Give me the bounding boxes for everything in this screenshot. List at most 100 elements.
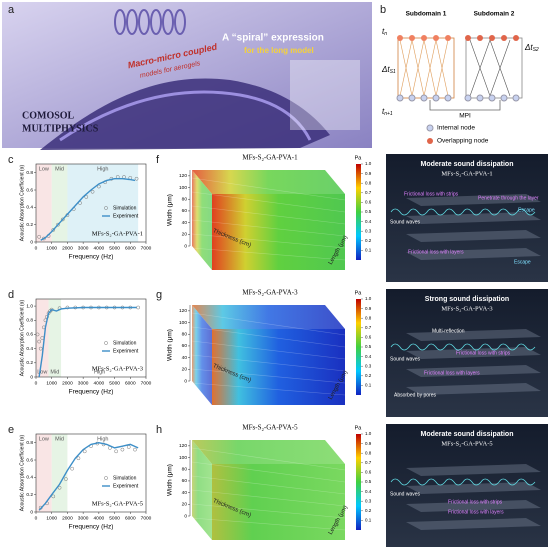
x-tick-label: 1000 [46,515,57,521]
colorbar-tick-label: 1.0 [365,296,372,301]
layer-line [191,326,346,348]
layer-line [191,517,346,531]
illustration-label: Frictional loss with layers [408,249,464,255]
x-tick-label: 1000 [46,245,57,251]
panel-label: e [8,424,14,436]
y-axis-label: Width (μm) [167,194,174,226]
data-point [84,195,89,199]
y-tick-label: 0.4 [26,346,33,352]
layer [406,329,541,341]
illustration-label: Sound waves [390,219,421,225]
symbol: Δt [524,43,533,52]
colorbar-tick-label: 0.9 [365,441,372,446]
subscript: n+1 [384,111,393,117]
band [48,299,62,377]
band-label: Mid [50,369,59,375]
node [408,94,416,102]
colorbar-tick-label: 0.3 [365,363,372,368]
colorbar-tick-label: 0.4 [365,219,372,224]
illustration-background [386,154,548,282]
y-tick-label: 120 [179,173,187,179]
y-tick-label: 80 [182,466,188,472]
plot-frame [35,163,147,243]
node [397,35,403,41]
node [409,35,415,41]
y-tick-label: 0 [30,509,33,515]
legend-label: Simulation [113,205,137,211]
y-tick-label: 0.2 [26,492,33,498]
colorbar-tick-label: 0.6 [365,200,372,205]
illustration-label: Frictional loss with layers [424,370,480,376]
illustration-title: MFs-S₂-GA-PVA-3 [441,305,492,312]
colorbar-tick-label: 0.5 [365,209,372,214]
subdomain-1-box [397,37,455,99]
colorbar-tick-label: 0.8 [365,180,372,185]
legend-label: Experiment [113,213,139,219]
y-tick-label: 0.2 [26,360,33,366]
colorbar-tick-label: 0.9 [365,306,372,311]
t-n: tn [382,27,387,37]
delta-t-s2: ΔtS2 [524,43,539,53]
colorbar-tick-label: 0.7 [365,190,372,195]
band-label: High [97,436,108,442]
panel-label: g [156,289,162,301]
node [432,94,440,102]
box-top [192,440,345,464]
node [420,94,428,102]
subscript: n [384,31,387,37]
layer-line [191,177,346,201]
x-tick-label: 5000 [109,515,120,521]
y-tick-label: 0.8 [26,170,33,176]
y-tick-label: 40 [182,355,188,361]
y-axis-label: Acoustic Absorption Coefficient (α) [19,434,25,511]
y-tick-label: 0.6 [26,187,33,193]
x-axis-label: Frequency (Hz) [69,524,114,531]
legend-swatch [426,124,434,132]
panel-label: b [380,4,386,16]
colorbar-unit: Pa [355,155,363,161]
x-tick-label: 3000 [78,515,89,521]
illustration-heading: Moderate sound dissipation [421,161,514,168]
data-line [38,441,139,511]
colorbar-unit: Pa [355,425,363,431]
colorbar-tick-label: 0.8 [365,315,372,320]
band-label: Low [39,436,49,442]
illustration-label: Multi-reflection [432,328,465,334]
node [477,35,483,41]
y-tick-label: 0.8 [26,318,33,324]
data-point [51,494,56,499]
symbol: t [382,27,385,36]
plot-frame [35,433,147,513]
data-point [120,447,125,452]
data-point [64,477,68,481]
legend-label: Simulation [113,475,137,481]
layer-line [191,382,346,396]
data-point [57,485,62,490]
y-tick-label: 100 [179,455,187,461]
x-tick-label: 1000 [46,380,57,386]
y-tick-label: 0.4 [26,475,33,481]
symbol: t [382,107,385,116]
colorbar-tick-label: 0.4 [365,489,372,494]
colorbar-tick-label: 0.4 [365,354,372,359]
delta-t-s1: ΔtS1 [381,65,396,75]
layer [406,518,541,530]
band-label: Mid [55,436,64,442]
illustration-label: Sound waves [390,491,421,497]
sample-name: MFs-S₂-GA-PVA-5 [92,500,143,507]
sample-name: MFs-S₂-GA-PVA-1 [92,230,143,237]
panel-label: c [8,154,14,166]
sound-wave [390,208,536,216]
mpi-label: MPI [459,113,471,120]
layer-line [191,219,346,237]
node [512,94,520,102]
data-point [97,184,101,189]
legend-swatch [427,138,433,144]
legend-label: Simulation [113,340,137,346]
node [488,94,496,102]
data-point [70,466,74,471]
spiral-text: A “spiral” expression [222,33,324,44]
colorbar-tick-label: 0.1 [365,383,372,388]
